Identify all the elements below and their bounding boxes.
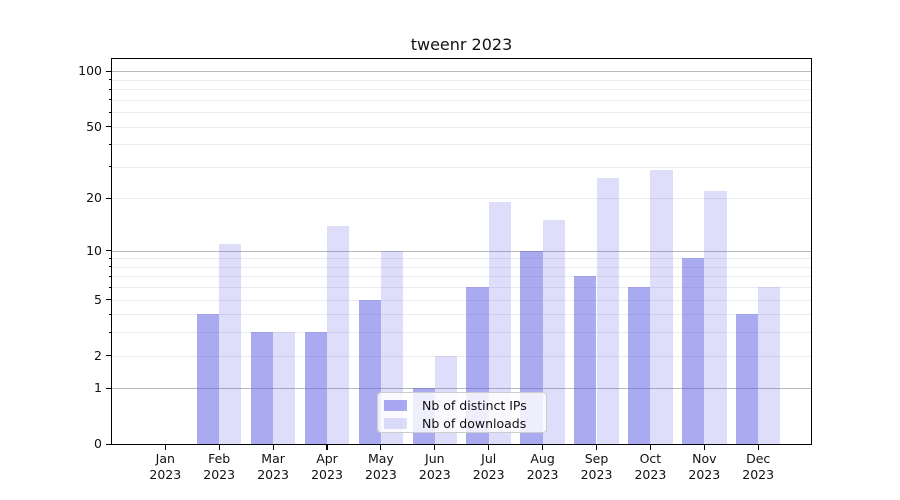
y-axis-minor-tick: [108, 143, 112, 145]
y-axis-tick: [106, 70, 112, 73]
y-axis-tick: [106, 443, 112, 445]
minor-gridline: [112, 266, 811, 268]
bar-distinct-ips-feb: [196, 314, 220, 445]
minor-gridline: [112, 287, 811, 289]
bar-distinct-ips-sep: [574, 276, 597, 445]
y-axis-tick: [106, 197, 112, 199]
minor-gridline: [112, 89, 811, 91]
bar-distinct-ips-mar: [250, 332, 274, 445]
bar-downloads-apr: [327, 225, 350, 445]
x-tick-label-mar: Mar 2023: [257, 451, 289, 482]
x-tick-label-oct: Oct 2023: [634, 451, 667, 482]
bar-distinct-ips-nov: [682, 258, 705, 445]
bar-distinct-ips-oct: [628, 287, 651, 445]
bar-downloads-dec: [758, 287, 781, 445]
bar-downloads-nov: [704, 191, 727, 445]
minor-gridline: [112, 332, 811, 334]
minor-gridline: [112, 144, 811, 146]
x-axis-tick: [326, 444, 328, 451]
y-axis-tick: [106, 298, 112, 301]
y-tick-label: 20: [86, 190, 102, 206]
y-axis-minor-tick: [108, 111, 112, 113]
x-axis-tick: [218, 444, 220, 451]
y-axis-minor-tick: [108, 88, 112, 90]
y-axis-tick: [106, 387, 112, 389]
x-tick-label-nov: Nov 2023: [688, 451, 721, 482]
x-tick-label-dec: Dec 2023: [742, 451, 775, 482]
minor-gridline: [112, 198, 811, 200]
x-axis-tick: [542, 444, 544, 451]
x-tick-label-jul: Jul 2023: [472, 451, 505, 482]
bar-downloads-jul: [488, 202, 511, 445]
legend-item-distinct-ips: Nb of distinct IPs: [384, 397, 538, 414]
minor-gridline: [112, 355, 811, 357]
major-gridline: [112, 388, 811, 390]
x-tick-label-may: May 2023: [364, 451, 397, 482]
x-tick-label-feb: Feb 2023: [203, 451, 236, 482]
y-tick-label: 5: [94, 291, 102, 307]
major-gridline: [112, 71, 811, 73]
y-axis-minor-tick: [108, 257, 112, 259]
bar-distinct-ips-may: [358, 299, 381, 445]
x-tick-label-jun: Jun 2023: [418, 451, 451, 482]
x-tick-label-aug: Aug 2023: [526, 451, 559, 482]
x-axis-tick: [164, 444, 166, 451]
minor-gridline: [112, 99, 811, 101]
chart-title: tweenr 2023: [410, 35, 513, 54]
y-axis-minor-tick: [108, 266, 112, 268]
legend: Nb of distinct IPs Nb of downloads: [377, 392, 547, 433]
bar-downloads-mar: [273, 332, 296, 445]
y-tick-label: 1: [94, 380, 102, 396]
y-axis-minor-tick: [108, 275, 112, 277]
y-axis-minor-tick: [108, 286, 112, 288]
minor-gridline: [112, 258, 811, 260]
legend-swatch-downloads: [384, 417, 407, 429]
x-tick-label-apr: Apr 2023: [311, 451, 343, 482]
y-axis-minor-tick: [108, 79, 112, 81]
y-axis-minor-tick: [108, 331, 112, 333]
legend-swatch-distinct-ips: [384, 400, 407, 412]
y-axis-minor-tick: [108, 166, 112, 168]
bar-downloads-aug: [542, 220, 565, 445]
bar-distinct-ips-apr: [304, 332, 327, 445]
minor-gridline: [112, 112, 811, 114]
legend-label-distinct-ips: Nb of distinct IPs: [422, 398, 527, 414]
legend-label-downloads: Nb of downloads: [422, 415, 527, 431]
bar-downloads-sep: [596, 178, 619, 445]
x-axis-tick: [434, 444, 436, 451]
x-axis-tick: [272, 444, 274, 451]
bar-distinct-ips-dec: [735, 314, 759, 445]
x-axis-tick: [380, 444, 382, 451]
x-tick-label-sep: Sep 2023: [580, 451, 613, 482]
minor-gridline: [112, 299, 811, 301]
y-axis-minor-tick: [108, 99, 112, 101]
x-axis-tick: [649, 444, 651, 451]
x-tick-label-jan: Jan 2023: [149, 451, 182, 482]
minor-gridline: [112, 314, 811, 316]
y-tick-label: 2: [94, 347, 102, 363]
y-axis-minor-tick: [108, 313, 112, 315]
y-tick-label: 10: [86, 242, 102, 258]
bar-downloads-oct: [650, 169, 673, 445]
x-axis-tick: [703, 444, 705, 451]
y-tick-label: 0: [94, 436, 102, 452]
minor-gridline: [112, 166, 811, 168]
y-axis-tick: [106, 354, 112, 357]
legend-item-downloads: Nb of downloads: [384, 415, 538, 432]
x-axis-tick: [488, 444, 490, 451]
x-axis-tick: [595, 444, 598, 451]
x-axis-tick: [757, 444, 759, 451]
minor-gridline: [112, 79, 811, 81]
y-axis-tick: [106, 126, 112, 128]
major-gridline: [112, 250, 811, 252]
bar-downloads-feb: [219, 243, 242, 445]
y-axis-tick: [106, 250, 112, 252]
y-tick-label: 50: [86, 118, 102, 134]
minor-gridline: [112, 276, 811, 278]
minor-gridline: [112, 126, 811, 128]
y-tick-label: 100: [78, 63, 102, 79]
